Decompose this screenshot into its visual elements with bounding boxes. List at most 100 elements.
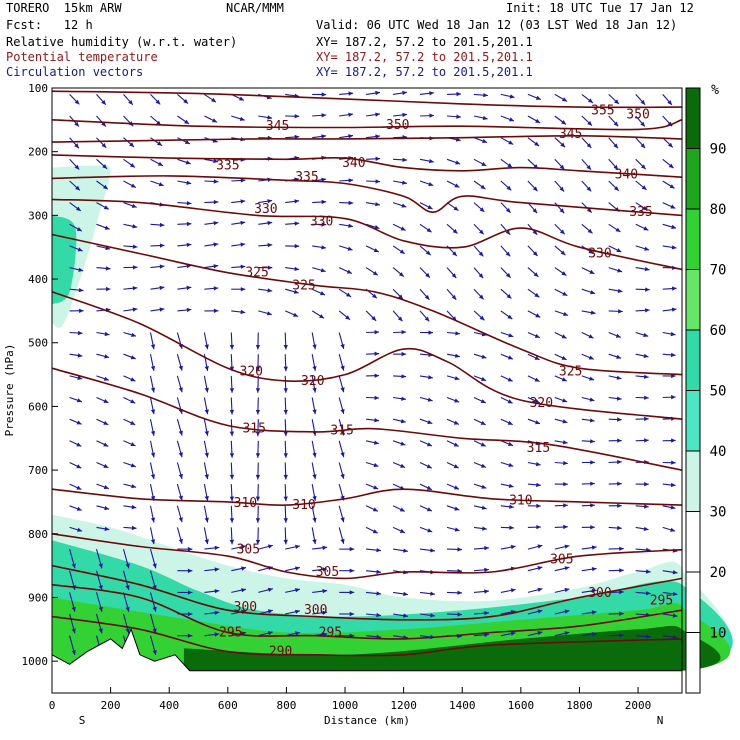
wind-vector-492 xyxy=(312,545,328,550)
wind-vector-543 xyxy=(446,590,463,595)
wind-vector-458 xyxy=(635,504,649,509)
wind-vector-236 xyxy=(231,309,246,315)
wind-vector-141 xyxy=(150,222,165,228)
wind-vector-413 xyxy=(662,460,676,465)
wind-vector-16 xyxy=(500,93,515,99)
x-tick-label-0: 0 xyxy=(49,699,56,712)
wind-vector-297 xyxy=(635,353,649,358)
wind-vector-496 xyxy=(419,548,435,553)
wind-vector-515 xyxy=(312,567,328,572)
wind-vector-564 xyxy=(393,613,408,618)
wind-vector-346 xyxy=(96,418,109,426)
theta-label-300-1: 300 xyxy=(304,603,327,618)
y-tick-label-900: 900 xyxy=(28,591,48,604)
wind-vector-551 xyxy=(662,591,678,596)
x-tick-label-2000: 2000 xyxy=(625,699,652,712)
wind-vector-95 xyxy=(150,180,164,187)
wind-vector-451 xyxy=(446,505,460,511)
wind-vector-163 xyxy=(123,244,138,249)
wind-vector-5 xyxy=(204,93,217,103)
colorbar-tick-60: 60 xyxy=(710,323,727,339)
wind-vector-341 xyxy=(581,396,595,402)
wind-vector-3 xyxy=(150,94,161,105)
wind-vector-230 xyxy=(69,308,84,313)
wind-vector-245 xyxy=(473,310,485,321)
wind-vector-303 xyxy=(176,375,183,393)
wind-vector-83 xyxy=(446,158,461,165)
y-tick-label-200: 200 xyxy=(28,146,48,159)
wind-vector-379 xyxy=(365,440,379,445)
wind-vector-439 xyxy=(123,504,137,510)
wind-vector-463 xyxy=(149,527,156,545)
wind-vector-142 xyxy=(177,221,192,227)
wind-vector-452 xyxy=(473,505,487,510)
theta-contour-300 xyxy=(51,564,683,621)
wind-vector-465 xyxy=(203,527,209,545)
wind-vector-202 xyxy=(554,267,567,276)
wind-vector-547 xyxy=(554,587,570,593)
wind-vector-323 xyxy=(96,396,109,404)
wind-vector-193 xyxy=(312,267,326,273)
wind-vector-146 xyxy=(285,221,300,226)
wind-vector-1 xyxy=(96,94,107,106)
wind-vector-477 xyxy=(527,525,541,530)
wind-vector-484 xyxy=(95,548,103,569)
wind-vector-355 xyxy=(338,419,345,436)
theta-label-330-2: 330 xyxy=(588,247,611,262)
x-tick-label-400: 400 xyxy=(159,699,179,712)
theta-label-290-0: 290 xyxy=(269,645,292,660)
wind-vector-237 xyxy=(258,310,272,316)
wind-vector-279 xyxy=(149,354,156,371)
wind-vector-34 xyxy=(366,112,381,117)
wind-vector-596 xyxy=(635,634,651,639)
wind-vector-309 xyxy=(338,375,345,393)
wind-vector-66 xyxy=(608,137,619,149)
wind-vector-255 xyxy=(123,331,137,337)
wind-vector-418 xyxy=(176,483,183,501)
wind-vector-249 xyxy=(581,310,596,315)
wind-vector-315 xyxy=(500,375,513,382)
wind-vector-2 xyxy=(123,94,134,106)
wind-vector-592 xyxy=(527,631,543,637)
wind-vector-437 xyxy=(69,505,82,511)
wind-vector-401 xyxy=(338,462,345,479)
wind-vector-344 xyxy=(662,395,676,400)
wind-vector-0 xyxy=(69,94,80,105)
wind-vector-199 xyxy=(473,267,484,279)
wind-vector-69 xyxy=(69,158,80,170)
wind-vector-350 xyxy=(203,419,209,436)
wind-vector-44 xyxy=(635,115,646,127)
wind-vector-479 xyxy=(581,525,595,530)
field-xy-theta: XY= 187.2, 57.2 to 201.5,201.1 xyxy=(316,50,533,64)
theta-label-300-0: 300 xyxy=(234,600,257,615)
wind-vector-332 xyxy=(338,397,345,415)
colorbar-bin-70 xyxy=(686,209,700,270)
wind-vector-254 xyxy=(96,331,110,337)
wind-vector-186 xyxy=(123,265,138,270)
plot-frame xyxy=(51,87,683,694)
wind-vector-399 xyxy=(283,462,288,480)
wind-vector-393 xyxy=(123,461,136,468)
wind-vector-494 xyxy=(366,548,382,553)
wind-vector-256 xyxy=(149,332,156,350)
wind-vector-440 xyxy=(149,505,156,523)
wind-vector-137 xyxy=(662,202,676,209)
field-xy-rh: XY= 187.2, 57.2 to 201.5,201.1 xyxy=(316,35,533,49)
colorbar-bin-80 xyxy=(686,148,700,209)
wind-vector-461 xyxy=(96,526,110,531)
wind-vector-550 xyxy=(635,591,651,596)
wind-vector-500 xyxy=(527,544,543,550)
wind-vector-171 xyxy=(339,245,353,251)
wind-vector-160 xyxy=(662,223,677,229)
wind-vector-294 xyxy=(554,353,567,361)
wind-vector-90 xyxy=(635,158,647,170)
wind-vector-561 xyxy=(312,610,328,615)
axes: 100 200 300 400 500 600 700 800 900 1000 0 200 400 60… xyxy=(22,82,652,712)
wind-vector-128 xyxy=(419,202,433,210)
wind-vector-46 xyxy=(69,137,80,149)
field-label-rh: Relative humidity (w.r.t. water) xyxy=(6,35,238,49)
wind-vector-503 xyxy=(608,546,624,551)
wind-vector-283 xyxy=(255,354,261,372)
wind-vector-347 xyxy=(123,418,136,426)
wind-vector-68 xyxy=(662,137,674,148)
